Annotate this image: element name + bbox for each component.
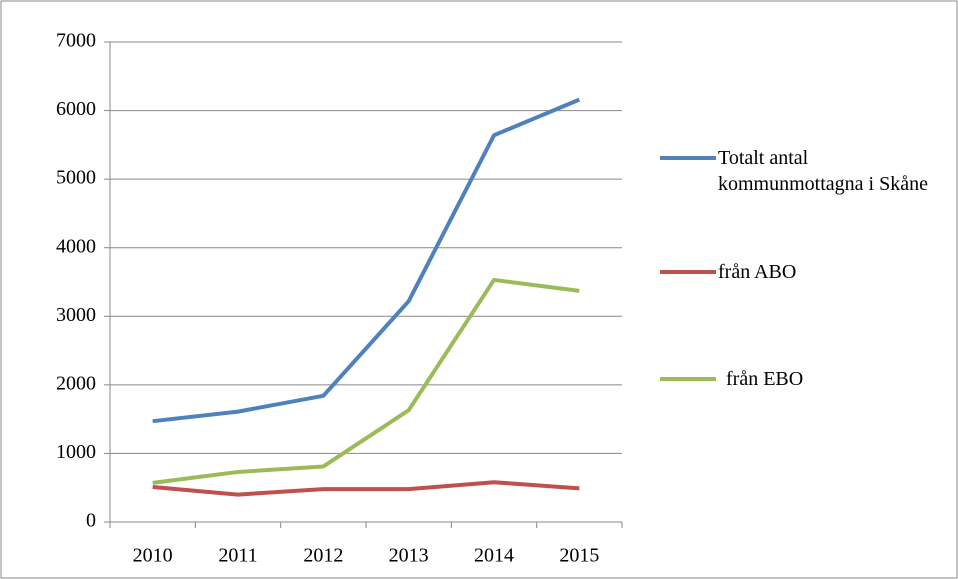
data-line <box>152 480 580 497</box>
y-tick-label: 5000 <box>56 167 96 189</box>
data-line <box>152 277 580 485</box>
y-tick-label: 0 <box>86 510 96 532</box>
data-line <box>152 97 581 424</box>
y-tick-label: 4000 <box>56 235 96 257</box>
x-tick-label: 2011 <box>218 545 257 567</box>
x-tick-label: 2015 <box>559 545 599 567</box>
legend-label: från EBO <box>726 368 804 390</box>
y-tick-label: 7000 <box>56 30 96 52</box>
x-tick-label: 2012 <box>303 545 343 567</box>
y-tick-label: 3000 <box>56 304 96 326</box>
y-tick-label: 6000 <box>56 98 96 120</box>
y-tick-label: 1000 <box>56 441 96 463</box>
y-tick-label: 2000 <box>56 372 96 394</box>
x-tick-label: 2010 <box>133 545 173 567</box>
x-tick-label: 2013 <box>389 545 429 567</box>
legend-label: Totalt antal kommunmottagna i Skåne <box>718 147 928 195</box>
legend-label: från ABO <box>718 261 797 283</box>
x-tick-label: 2014 <box>474 545 514 567</box>
